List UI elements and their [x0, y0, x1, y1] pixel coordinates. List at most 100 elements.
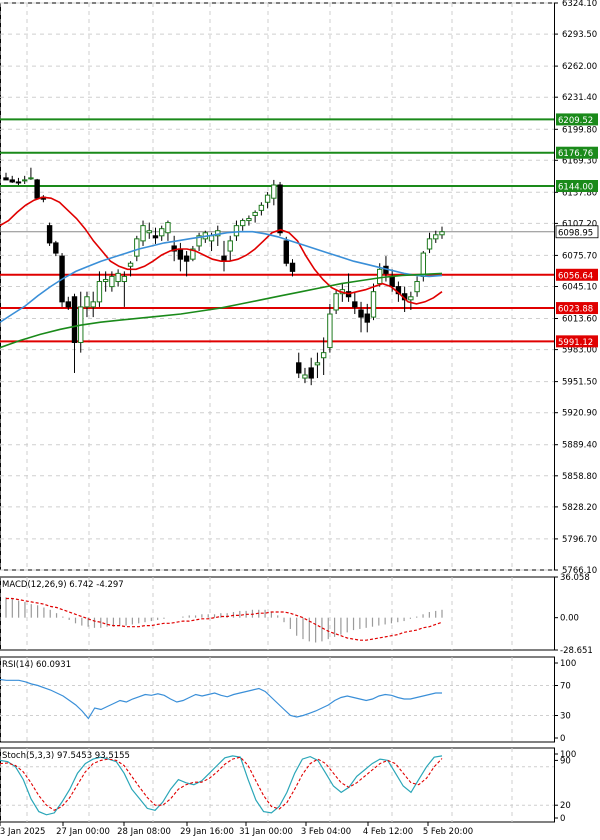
- level-label: 6056.64: [558, 271, 593, 281]
- x-tick-label: 23 Jan 2025: [0, 827, 45, 837]
- level-label-box: [556, 302, 598, 315]
- candle-body: [389, 275, 395, 288]
- y-tick-label: 5858.80: [562, 472, 597, 482]
- candle-body: [165, 222, 171, 234]
- candle-body: [9, 179, 15, 183]
- x-tick-label: 5 Feb 20:00: [423, 827, 473, 837]
- rsi-pane-border: [0, 656, 555, 743]
- candle-body: [208, 235, 215, 242]
- y-tick-label: 6137.80: [562, 188, 597, 198]
- y-tick-label: 5796.70: [562, 535, 597, 545]
- candle-body: [333, 293, 339, 311]
- rsi-tick-label: 70: [560, 682, 571, 692]
- candle-body: [115, 272, 121, 283]
- candle-body: [264, 194, 271, 203]
- candle-body: [196, 235, 202, 247]
- x-tick-label: 4 Feb 12:00: [363, 827, 413, 837]
- candle-body: [289, 262, 296, 272]
- macd-tick-label: 36.058: [560, 573, 590, 583]
- candle-body: [352, 301, 358, 308]
- level-label: 6176.76: [558, 149, 593, 159]
- rsi-tick-label: 100: [560, 659, 576, 669]
- x-tick-label: 3 Feb 04:00: [301, 827, 351, 837]
- candle-body: [358, 309, 364, 318]
- macd-tick-label: -28.651: [560, 646, 593, 656]
- level-label: 6209.52: [558, 116, 593, 126]
- y-tick-label: 5889.40: [562, 441, 597, 451]
- candle-body: [271, 184, 277, 199]
- level-label-box: [556, 146, 598, 159]
- candle-body: [3, 177, 9, 181]
- rsi-line: [0, 678, 442, 720]
- y-tick-label: 6045.10: [562, 283, 597, 293]
- candle-body: [414, 281, 420, 293]
- y-tick-label: 5920.90: [562, 409, 597, 419]
- candle-body: [34, 179, 40, 199]
- candle-body: [246, 218, 252, 222]
- macd-pane-border: [0, 576, 555, 651]
- y-tick-label: 6169.30: [562, 156, 597, 166]
- candle-body: [121, 275, 128, 283]
- candle-body: [127, 262, 134, 267]
- y-tick-label: 6231.40: [562, 93, 597, 103]
- candle-body: [53, 242, 59, 254]
- x-tick-label: 31 Jan 00:00: [239, 827, 293, 837]
- candle-body: [96, 281, 103, 303]
- candle-body: [28, 177, 34, 180]
- candle-body: [258, 204, 265, 211]
- stoch-tick-label: 0: [560, 814, 565, 824]
- ma-mid-line: [0, 230, 443, 323]
- stoch-tick-label: 20: [560, 801, 571, 811]
- candle-body: [190, 248, 196, 260]
- current-price-box: [555, 225, 599, 239]
- y-tick-label: 6324.10: [562, 0, 597, 9]
- x-tick-label: 29 Jan 16:00: [180, 827, 234, 837]
- ma-fast-line: [0, 196, 443, 305]
- macd-signal-line: [6, 597, 443, 641]
- candle-body: [239, 220, 246, 227]
- candle-body: [364, 313, 370, 323]
- y-tick-label: 6013.60: [562, 315, 597, 325]
- candle-body: [71, 296, 78, 343]
- candle-body: [152, 235, 159, 239]
- current-price-label: 6098.95: [558, 228, 593, 238]
- candle-body: [302, 374, 308, 379]
- ma-slow-line: [0, 272, 443, 349]
- stoch-pane-border: [0, 747, 555, 823]
- candle-body: [433, 234, 439, 240]
- candle-body: [314, 362, 321, 366]
- candle-body: [109, 275, 115, 288]
- candle-body: [370, 291, 377, 318]
- macd-tick-label: 0.00: [560, 614, 579, 624]
- stoch-d-line: [0, 756, 443, 811]
- stoch-k-line: [0, 755, 443, 816]
- candle-body: [159, 228, 165, 237]
- y-tick-label: 6199.80: [562, 125, 597, 135]
- level-label: 5991.12: [558, 338, 593, 348]
- candle-body: [46, 225, 53, 244]
- level-label-box: [556, 180, 598, 193]
- candle-body: [308, 367, 314, 379]
- candle-body: [283, 240, 289, 264]
- candle-body: [277, 184, 283, 234]
- stoch-tick-label: 100: [560, 750, 576, 760]
- candle-body: [21, 179, 28, 182]
- y-tick-label: 5766.10: [562, 566, 597, 576]
- candle-body: [140, 225, 146, 242]
- x-tick-label: 27 Jan 00:00: [56, 827, 110, 837]
- level-label-box: [556, 268, 598, 281]
- candle-body: [177, 248, 184, 260]
- candle-body: [320, 352, 327, 359]
- candle-body: [426, 238, 433, 250]
- level-label-box: [556, 335, 598, 348]
- y-tick-label: 5828.20: [562, 503, 597, 513]
- candle-body: [183, 255, 190, 262]
- macd-label: MACD(12,26,9) 6.742 -4.297: [2, 580, 124, 590]
- candle-body: [420, 252, 427, 277]
- candle-body: [227, 240, 233, 252]
- y-tick-label: 5951.50: [562, 378, 597, 388]
- rsi-tick-label: 30: [560, 712, 571, 722]
- y-tick-label: 6293.50: [562, 30, 597, 40]
- candle-body: [171, 245, 177, 252]
